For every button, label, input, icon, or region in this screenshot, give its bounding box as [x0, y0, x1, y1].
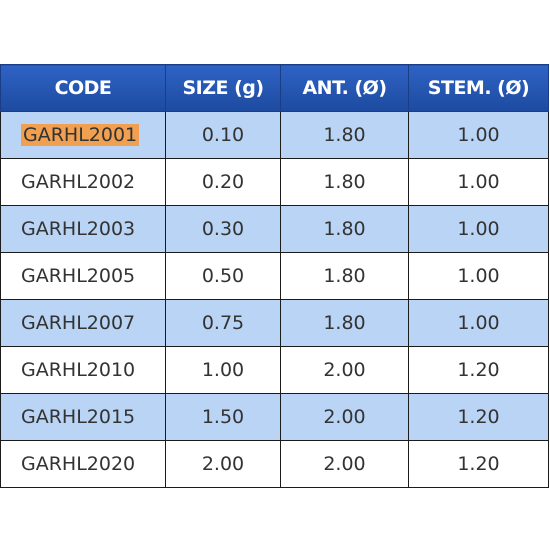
spec-table: CODE SIZE (g) ANT. (Ø) STEM. (Ø) GARHL2001 0… [0, 64, 549, 488]
table-row: GARHL2015 1.50 2.00 1.20 [0, 393, 549, 441]
cell: GARHL2020 [0, 440, 166, 488]
cell: 1.00 [408, 111, 549, 159]
header-cell: SIZE (g) [165, 64, 281, 112]
cell: 1.00 [408, 252, 549, 300]
cell: 1.80 [280, 111, 409, 159]
cell: 1.20 [408, 393, 549, 441]
cell: GARHL2007 [0, 299, 166, 347]
cell: GARHL2005 [0, 252, 166, 300]
cell: 1.50 [165, 393, 281, 441]
header-cell: STEM. (Ø) [408, 64, 549, 112]
cell: GARHL2002 [0, 158, 166, 206]
cell: 2.00 [280, 440, 409, 488]
cell: 1.20 [408, 440, 549, 488]
cell: 1.00 [165, 346, 281, 394]
cell: 1.80 [280, 252, 409, 300]
cell: 2.00 [165, 440, 281, 488]
cell: 0.75 [165, 299, 281, 347]
cell: GARHL2003 [0, 205, 166, 253]
highlighted-code: GARHL2001 [21, 124, 140, 146]
cell: 2.00 [280, 393, 409, 441]
cell: GARHL2001 [0, 111, 166, 159]
cell: 1.80 [280, 158, 409, 206]
table-row: GARHL2003 0.30 1.80 1.00 [0, 205, 549, 253]
table-row: GARHL2002 0.20 1.80 1.00 [0, 158, 549, 206]
cell: 0.20 [165, 158, 281, 206]
table-row: GARHL2001 0.10 1.80 1.00 [0, 111, 549, 159]
table-body: GARHL2001 0.10 1.80 1.00 GARHL2002 0.20 1.80 1.… [0, 111, 549, 488]
cell: 1.80 [280, 299, 409, 347]
table-row: GARHL2007 0.75 1.80 1.00 [0, 299, 549, 347]
cell: 1.20 [408, 346, 549, 394]
cell: 0.10 [165, 111, 281, 159]
table-row: GARHL2020 2.00 2.00 1.20 [0, 440, 549, 488]
cell: GARHL2015 [0, 393, 166, 441]
header-cell: CODE [0, 64, 166, 112]
cell: 1.00 [408, 299, 549, 347]
cell: 1.00 [408, 205, 549, 253]
cell: 2.00 [280, 346, 409, 394]
cell: GARHL2010 [0, 346, 166, 394]
table-row: GARHL2010 1.00 2.00 1.20 [0, 346, 549, 394]
table-row: GARHL2005 0.50 1.80 1.00 [0, 252, 549, 300]
header-cell: ANT. (Ø) [280, 64, 409, 112]
cell: 0.50 [165, 252, 281, 300]
cell: 1.80 [280, 205, 409, 253]
cell: 1.00 [408, 158, 549, 206]
header-row: CODE SIZE (g) ANT. (Ø) STEM. (Ø) [0, 64, 549, 112]
cell: 0.30 [165, 205, 281, 253]
